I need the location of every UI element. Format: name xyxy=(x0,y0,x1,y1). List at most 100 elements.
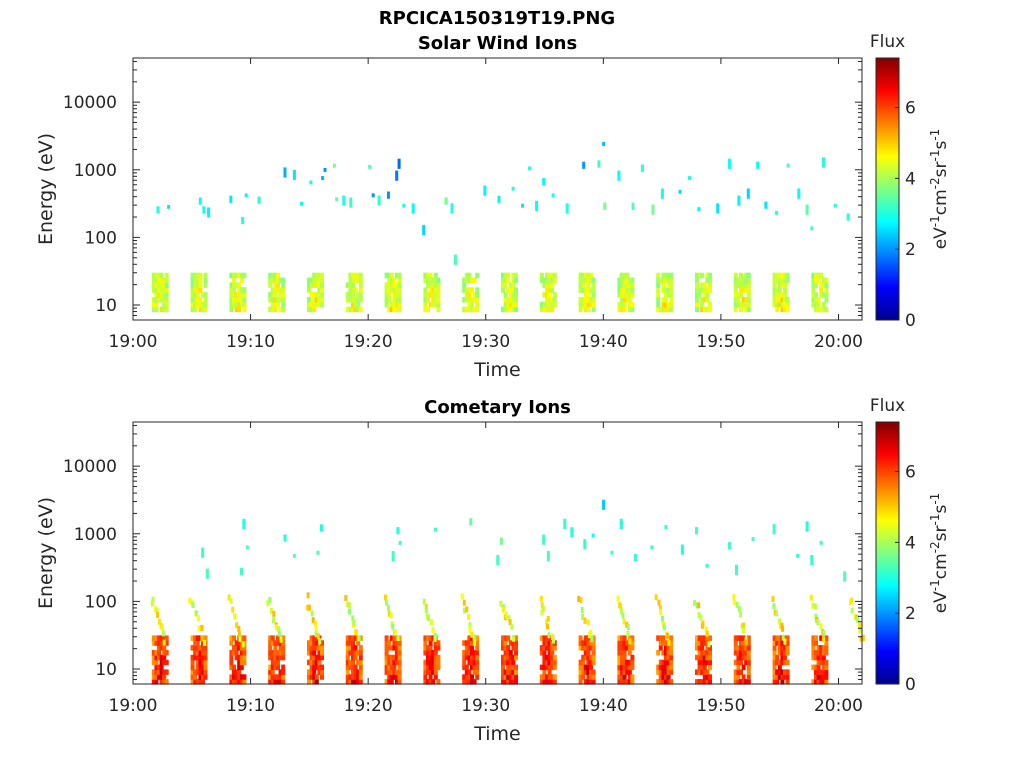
heatmap-cell xyxy=(462,282,467,288)
heatmap-cell xyxy=(700,297,705,303)
heatmap-cell xyxy=(547,282,552,288)
heatmap-cell xyxy=(739,669,743,675)
heatmap-cell xyxy=(190,674,195,680)
heatmap-cell xyxy=(151,297,156,303)
heatmap-cell xyxy=(583,545,587,550)
heatmap-cell xyxy=(824,679,829,685)
heatmap-cell xyxy=(239,287,244,293)
heatmap-cell xyxy=(351,679,355,685)
heatmap-cell xyxy=(389,659,394,666)
heatmap-cell xyxy=(539,679,544,685)
heatmap-cell xyxy=(547,664,552,671)
heatmap-cell xyxy=(501,277,505,283)
heatmap-cell xyxy=(283,537,287,542)
heatmap-cell xyxy=(656,664,661,671)
heatmap-cell xyxy=(345,650,350,656)
heatmap-cell xyxy=(506,674,511,680)
heatmap-cell xyxy=(467,679,472,685)
heatmap-cell xyxy=(162,669,167,675)
heatmap-cell xyxy=(353,650,358,656)
heatmap-cell xyxy=(824,669,829,675)
heatmap-cell xyxy=(398,540,402,545)
heatmap-cell xyxy=(397,659,402,666)
heatmap-cell xyxy=(195,664,200,671)
heatmap-cell xyxy=(423,645,428,651)
heatmap-cell xyxy=(159,679,164,685)
heatmap-cell xyxy=(741,674,746,680)
heatmap-cell xyxy=(159,297,164,303)
heatmap-cell xyxy=(316,550,320,555)
heatmap-cell xyxy=(317,669,322,675)
heatmap-cell xyxy=(309,669,314,675)
heatmap-cell xyxy=(695,640,699,646)
heatmap-cell xyxy=(622,650,627,656)
heatmap-cell xyxy=(661,297,666,303)
heatmap-cell xyxy=(775,272,780,279)
heatmap-cell xyxy=(630,654,635,661)
heatmap-cell xyxy=(739,654,743,661)
heatmap-cell xyxy=(351,664,355,671)
heatmap-cell xyxy=(239,659,244,666)
heatmap-cell xyxy=(746,679,751,685)
heatmap-cell xyxy=(700,282,705,288)
heatmap-cell xyxy=(699,614,703,621)
heatmap-cell xyxy=(475,292,480,298)
heatmap-cell xyxy=(389,287,394,293)
heatmap-cell xyxy=(589,679,593,685)
heatmap-cell xyxy=(428,640,433,646)
x-tick-label: 20:00 xyxy=(814,696,863,716)
heatmap-cell xyxy=(708,659,712,666)
heatmap-cell xyxy=(816,297,821,303)
heatmap-cell xyxy=(436,654,441,661)
heatmap-cell xyxy=(431,679,436,685)
heatmap-cell xyxy=(423,679,428,685)
heatmap-cell xyxy=(622,272,627,279)
heatmap-cell xyxy=(539,306,544,313)
heatmap-cell xyxy=(508,287,513,293)
heatmap-cell xyxy=(739,679,743,685)
heatmap-cell xyxy=(708,664,712,671)
heatmap-cell xyxy=(309,292,314,298)
heatmap-cell xyxy=(741,635,746,641)
heatmap-cell xyxy=(270,306,275,313)
heatmap-cell xyxy=(620,608,623,615)
heatmap-cell xyxy=(511,277,516,283)
heatmap-cell xyxy=(273,287,278,293)
heatmap-cell xyxy=(317,292,322,298)
heatmap-cell xyxy=(811,277,816,283)
heatmap-cell xyxy=(464,650,469,656)
heatmap-cell xyxy=(824,297,829,303)
heatmap-cell xyxy=(625,292,630,298)
heatmap-cell xyxy=(775,277,780,283)
heatmap-cell xyxy=(270,292,275,298)
heatmap-cell xyxy=(843,577,847,582)
heatmap-cell xyxy=(539,272,544,279)
heatmap-cell xyxy=(656,277,661,283)
heatmap-cell xyxy=(195,669,200,675)
heatmap-cell xyxy=(229,282,234,288)
heatmap-cell xyxy=(746,301,751,308)
heatmap-cell xyxy=(496,561,500,566)
heatmap-cell xyxy=(229,272,234,279)
heatmap-cell xyxy=(627,669,632,675)
heatmap-cell xyxy=(705,287,710,293)
heatmap-cell xyxy=(586,297,591,303)
heatmap-cell xyxy=(423,292,428,298)
heatmap-cell xyxy=(824,277,829,283)
heatmap-cell xyxy=(627,301,632,308)
heatmap-cell xyxy=(733,659,738,666)
heatmap-cell xyxy=(384,679,389,685)
heatmap-cell xyxy=(426,297,430,303)
heatmap-cell xyxy=(358,654,363,661)
heatmap-cell xyxy=(387,604,390,611)
heatmap-cell xyxy=(511,282,516,288)
heatmap-cell xyxy=(508,664,513,671)
heatmap-cell xyxy=(591,287,596,293)
heatmap-cell xyxy=(195,297,200,303)
heatmap-cell xyxy=(475,297,480,303)
heatmap-cell xyxy=(377,201,381,206)
heatmap-cell xyxy=(321,176,325,180)
heatmap-cell xyxy=(314,297,319,303)
heatmap-cell xyxy=(201,664,205,671)
heatmap-cell xyxy=(395,292,399,298)
